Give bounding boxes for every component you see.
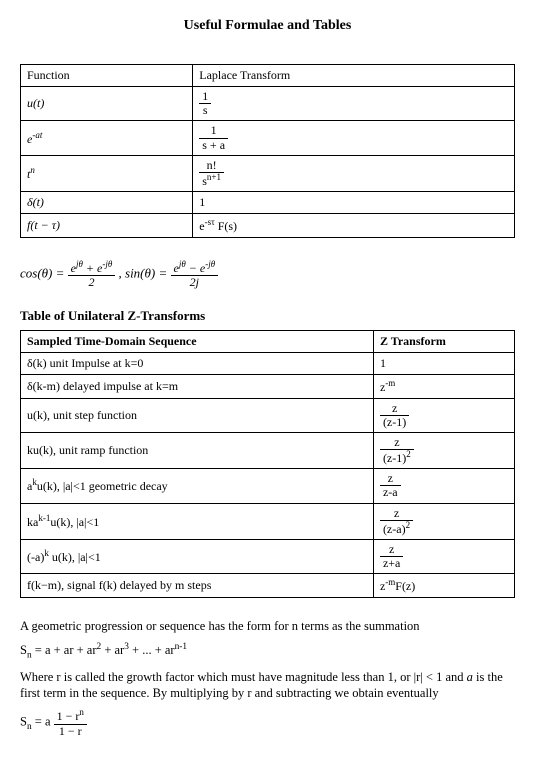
transform-cell: n!sn+1 (193, 155, 515, 191)
z-transform-table: Sampled Time-Domain SequenceZ Transformδ… (20, 330, 515, 599)
table-row: f(k−m), signal f(k) delayed by m stepsz-… (21, 574, 515, 598)
table-row: (-a)k u(k), |a|<1zz+a (21, 540, 515, 574)
gp-intro: A geometric progression or sequence has … (20, 618, 515, 635)
table-row: ku(k), unit ramp functionz(z-1)2 (21, 432, 515, 468)
ztransform-cell: zz+a (373, 540, 514, 574)
ztransform-cell: zz-a (373, 469, 514, 503)
table-row: δ(k) unit Impulse at k=01 (21, 352, 515, 374)
page-title: Useful Formulae and Tables (20, 18, 515, 34)
gp-sum-expanded: Sn = a + ar + ar2 + ar3 + ... + arn-1 (20, 641, 515, 662)
z-transform-heading: Table of Unilateral Z-Transforms (20, 308, 515, 324)
gp-explanation: Where r is called the growth factor whic… (20, 669, 515, 703)
ztransform-cell: z-mF(z) (373, 574, 514, 598)
ztransform-cell: z(z-1) (373, 398, 514, 432)
table-row: aku(k), |a|<1 geometric decayzz-a (21, 469, 515, 503)
laplace-header-transform: Laplace Transform (193, 65, 515, 87)
ztransform-cell: z-m (373, 374, 514, 398)
table-row: kak-1u(k), |a|<1z(z-a)2 (21, 503, 515, 539)
sequence-cell: δ(k-m) delayed impulse at k=m (21, 374, 374, 398)
table-row: u(t)1s (21, 87, 515, 121)
gp-sum-closed: Sn = a 1 − rn1 − r (20, 708, 515, 737)
table-row: e-at1s + a (21, 121, 515, 155)
euler-formula: cos(θ) = ejθ + e-jθ2 , sin(θ) = ejθ − e-… (20, 260, 515, 289)
sequence-cell: u(k), unit step function (21, 398, 374, 432)
laplace-header-function: Function (21, 65, 193, 87)
z-header-transform: Z Transform (373, 330, 514, 352)
sequence-cell: ku(k), unit ramp function (21, 432, 374, 468)
function-cell: u(t) (21, 87, 193, 121)
laplace-table: FunctionLaplace Transformu(t)1se-at1s + … (20, 64, 515, 238)
table-row: f(t − τ)e-sτ F(s) (21, 214, 515, 238)
sequence-cell: aku(k), |a|<1 geometric decay (21, 469, 374, 503)
z-header-sequence: Sampled Time-Domain Sequence (21, 330, 374, 352)
transform-cell: 1 (193, 192, 515, 214)
transform-cell: 1s + a (193, 121, 515, 155)
function-cell: e-at (21, 121, 193, 155)
sequence-cell: f(k−m), signal f(k) delayed by m steps (21, 574, 374, 598)
function-cell: tn (21, 155, 193, 191)
sequence-cell: kak-1u(k), |a|<1 (21, 503, 374, 539)
sequence-cell: (-a)k u(k), |a|<1 (21, 540, 374, 574)
function-cell: δ(t) (21, 192, 193, 214)
ztransform-cell: 1 (373, 352, 514, 374)
ztransform-cell: z(z-a)2 (373, 503, 514, 539)
ztransform-cell: z(z-1)2 (373, 432, 514, 468)
table-row: δ(t)1 (21, 192, 515, 214)
function-cell: f(t − τ) (21, 214, 193, 238)
sequence-cell: δ(k) unit Impulse at k=0 (21, 352, 374, 374)
table-row: u(k), unit step functionz(z-1) (21, 398, 515, 432)
table-row: δ(k-m) delayed impulse at k=mz-m (21, 374, 515, 398)
table-row: tnn!sn+1 (21, 155, 515, 191)
transform-cell: e-sτ F(s) (193, 214, 515, 238)
transform-cell: 1s (193, 87, 515, 121)
